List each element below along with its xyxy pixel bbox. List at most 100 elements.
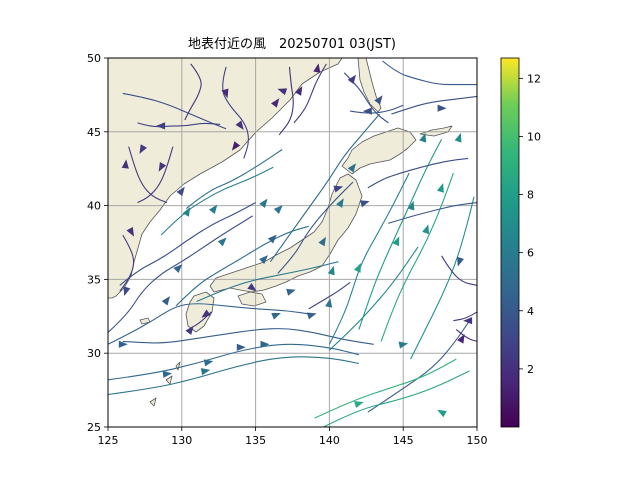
streamline-arrow-4 [235, 120, 244, 130]
streamline-arrow-31 [327, 265, 335, 276]
streamline-arrow-19 [359, 200, 370, 208]
colorbar-tick-label-4: 10 [527, 130, 541, 143]
streamline-arrow-20 [407, 200, 415, 211]
streamline-25 [184, 63, 202, 121]
streamline-30 [391, 95, 477, 115]
streamline-arrow-7 [139, 144, 147, 154]
streamline-arrow-14 [437, 104, 447, 112]
chart-title: 地表付近の風 20250701 03(JST) [188, 37, 396, 52]
streamline-arrow-28 [437, 409, 447, 418]
land-shikoku [237, 291, 267, 307]
streamline-11 [358, 138, 443, 330]
x-tick-label-0: 125 [98, 434, 119, 447]
streamline-4 [108, 215, 253, 333]
streamline-arrow-8 [121, 159, 129, 169]
streamline-arrow-42 [162, 370, 172, 378]
streamline-34 [441, 255, 477, 286]
streamline-16 [314, 358, 457, 419]
streamline-arrow-52 [273, 205, 283, 214]
grid-lines [108, 58, 477, 427]
streamline-3 [108, 303, 315, 345]
y-tick-label-4: 45 [87, 126, 101, 139]
x-tick-label-1: 130 [171, 434, 192, 447]
streamline-arrow-21 [422, 224, 430, 235]
streamline-20 [122, 92, 227, 130]
streamline-arrow-16 [454, 132, 462, 143]
streamline-29 [382, 60, 477, 86]
streamline-0 [108, 356, 360, 396]
streamline-arrow-41 [200, 368, 211, 376]
y-axis: 25 30 35 40 45 50 [87, 52, 108, 434]
streamline-27 [293, 63, 327, 124]
streamline-arrow-10 [271, 98, 280, 108]
streamline-arrow-32 [336, 198, 344, 208]
streamline-arrow-35 [286, 288, 296, 296]
streamline-15 [323, 370, 470, 427]
y-tick-label-5: 50 [87, 52, 101, 65]
streamline-arrow-12 [362, 107, 372, 115]
streamline-35 [453, 311, 477, 322]
streamline-6 [175, 225, 309, 307]
streamline-arrow-1 [347, 74, 357, 85]
streamline-arrow-24 [457, 256, 464, 267]
colorbar-tick-label-2: 6 [527, 247, 534, 260]
land-kuril [419, 125, 453, 137]
streamline-arrow-26 [457, 334, 465, 344]
streamline-arrow-23 [353, 263, 361, 273]
streamline-arrow-33 [347, 163, 357, 173]
colorbar-gradient [500, 57, 520, 428]
streamline-19 [277, 181, 354, 274]
streamline-arrow-6 [156, 122, 166, 130]
streamline-arrow-50 [217, 237, 227, 247]
streamline-arrow-56 [126, 226, 135, 237]
streamline-arrow-22 [392, 236, 400, 247]
streamline-2 [122, 328, 374, 345]
streamline-28 [343, 72, 389, 124]
streamline-arrow-40 [203, 359, 214, 367]
colorbar: 2 4 6 8 10 12 [500, 57, 541, 428]
streamline-36 [455, 329, 477, 342]
streamline-26 [278, 66, 294, 136]
map-plot-area [108, 58, 477, 427]
streamline-18 [269, 113, 381, 263]
y-tick-label-2: 35 [87, 273, 101, 286]
streamline-10 [328, 172, 410, 345]
land-kyushu [185, 291, 215, 333]
land-hokkaido [341, 127, 417, 175]
streamline-arrow-37 [271, 312, 281, 320]
x-axis: 125 130 135 140 145 150 [98, 427, 488, 447]
land-sakhalin [357, 58, 382, 113]
streamline-arrow-11 [294, 86, 303, 96]
streamline-arrow-53 [259, 255, 269, 265]
streamline-arrow-54 [267, 234, 277, 244]
streamline-arrow-9 [158, 161, 167, 172]
streamline-arrow-45 [161, 296, 171, 306]
streamline-32 [367, 157, 469, 189]
streamline-arrow-39 [236, 343, 246, 351]
colorbar-tick-label-0: 2 [527, 363, 534, 376]
colorbar-tick-label-1: 4 [527, 305, 534, 318]
streamline-arrow-46 [123, 286, 131, 296]
streamline-arrow-15 [419, 132, 427, 143]
streamline-arrow-3 [221, 88, 229, 99]
colorbar-tick-label-5: 12 [527, 72, 541, 85]
streamline-arrow-58 [176, 186, 185, 197]
streamline-arrow-44 [185, 325, 194, 335]
streamline-arrow-18 [333, 185, 344, 193]
streamline-1 [108, 343, 360, 381]
streamline-arrow-13 [374, 95, 383, 105]
streamline-39 [308, 281, 351, 310]
y-tick-label-1: 30 [87, 347, 101, 360]
x-tick-label-3: 140 [319, 434, 340, 447]
land-continent [108, 58, 343, 299]
x-tick-label-5: 150 [467, 434, 488, 447]
colorbar-tick-label-3: 8 [527, 189, 534, 202]
streamline-14 [367, 320, 471, 413]
streamline-arrow-51 [259, 198, 268, 208]
x-tick-label-4: 145 [393, 434, 414, 447]
streamline-arrow-49 [209, 204, 218, 214]
streamline-7 [196, 261, 339, 303]
streamline-arrow-0 [313, 63, 321, 73]
streamlines-layer [108, 60, 477, 427]
